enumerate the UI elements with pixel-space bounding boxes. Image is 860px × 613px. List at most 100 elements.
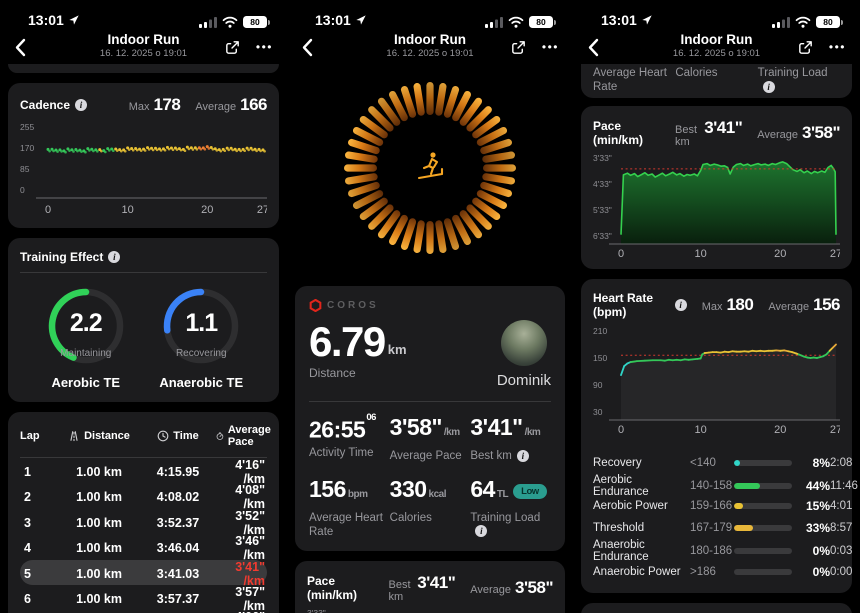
zone-percent: 8%	[812, 455, 830, 470]
lap-number: 2	[24, 490, 31, 505]
zone-bar	[734, 568, 792, 575]
zone-row: Recovery <140 8% 2:08	[593, 452, 852, 474]
lap-row-2[interactable]: 2 1.00 km 4:08.02 4'08" /km	[20, 483, 267, 511]
summary-card-partial: Average Heart Rate Calories Training Loa…	[581, 64, 852, 98]
user-block: Dominik	[497, 320, 551, 389]
info-icon[interactable]: i	[75, 99, 88, 111]
info-icon[interactable]: i	[674, 299, 687, 311]
battery-icon: 80	[816, 16, 843, 28]
stat: 3'41"/km Best km i	[470, 415, 551, 463]
info-icon[interactable]: i	[516, 450, 529, 462]
best-km-label: Best km	[674, 124, 697, 148]
lap-distance: 1.00 km	[76, 515, 122, 530]
svg-text:10: 10	[122, 204, 134, 216]
back-button[interactable]	[14, 38, 26, 57]
zone-row: Aerobic Endurance 140-158 44% 11:46	[593, 474, 858, 498]
zone-percent: 44%	[805, 478, 830, 493]
svg-text:210: 210	[593, 326, 607, 336]
distance-column-header: Distance	[84, 430, 130, 442]
lap-row-5[interactable]: 5 1.00 km 3:41.03 3'41" /km	[20, 559, 267, 588]
svg-text:3'33": 3'33"	[593, 153, 612, 163]
lap-number: 6	[24, 591, 31, 606]
heart-rate-zones: Recovery <140 8% 2:08 Aerobic Endurance 140-1…	[593, 452, 858, 583]
page-title: Indoor Run	[394, 32, 466, 47]
location-arrow-icon	[356, 15, 366, 25]
summary-card: COROS 6.79 km Distance Dominik 26:5506 Ac…	[295, 286, 565, 551]
lap-time: 3:52.37	[156, 515, 200, 530]
zone-bar	[734, 548, 792, 555]
lap-distance: 1.00 km	[76, 591, 122, 606]
phone-screen-3: 13:01 80 Indoor Run 16. 12. 2025 o 19:01…	[573, 0, 860, 613]
battery-percent: 80	[250, 17, 260, 27]
zone-range: 159-166	[690, 500, 733, 513]
zone-bar	[734, 503, 792, 510]
status-bar: 13:01 80	[287, 0, 573, 30]
stat-value: 3'41"/km	[470, 414, 541, 440]
lap-row-3[interactable]: 3 1.00 km 3:52.37 3'52" /km	[20, 509, 267, 537]
cellular-signal-icon	[199, 16, 217, 28]
pace-column-header: Average Pace	[227, 424, 271, 448]
zone-time: 0:00	[830, 565, 853, 578]
treadmill-runner-icon	[417, 152, 444, 180]
info-icon[interactable]: i	[475, 525, 488, 537]
svg-text:170: 170	[20, 143, 34, 153]
svg-text:30: 30	[593, 407, 603, 417]
lap-distance: 1.00 km	[76, 566, 122, 581]
previous-card-sliver	[8, 64, 279, 73]
svg-text:20: 20	[774, 248, 786, 260]
svg-text:5'33": 5'33"	[593, 205, 612, 215]
share-icon[interactable]	[510, 39, 527, 56]
time-icon	[157, 430, 169, 442]
stat-label: Best km i	[470, 449, 550, 463]
more-options-button[interactable]: •••	[828, 40, 846, 54]
stat-value: 156 bpm	[309, 476, 368, 502]
battery-icon: 80	[529, 16, 556, 28]
lap-distance: 1.00 km	[76, 465, 122, 479]
stat-label: Activity Time	[309, 446, 374, 459]
back-button[interactable]	[587, 38, 599, 57]
lap-time: 3:41.03	[156, 566, 200, 581]
more-options-button[interactable]: •••	[541, 40, 559, 54]
status-icons: 80	[485, 16, 556, 28]
avatar[interactable]	[500, 320, 547, 366]
lap-number: 3	[24, 515, 31, 530]
zone-percent: 0%	[812, 544, 830, 559]
heart-rate-title: Heart Rate (bpm)	[593, 291, 654, 319]
lap-row-4[interactable]: 4 1.00 km 3:46.04 3'46" /km	[20, 534, 267, 562]
activity-datetime: 16. 12. 2025 o 19:01	[672, 48, 761, 59]
cadence-card: Cadence i Max 178 Average 166 255 170 85 0 0 10…	[8, 83, 279, 228]
share-icon[interactable]	[224, 39, 241, 56]
more-options-button[interactable]: •••	[255, 40, 273, 54]
svg-text:255: 255	[20, 122, 34, 132]
cadence-chart: 255 170 85 0 0 10 20 27	[20, 122, 269, 216]
anaerobic-te-name: Anaerobic TE	[159, 375, 244, 390]
stat-value: 64 TL Low	[470, 477, 551, 507]
zone-name: Anaerobic Power	[593, 565, 681, 578]
anaerobic-te-state: Recovering	[175, 348, 227, 359]
lap-row-1[interactable]: 1 1.00 km 4:15.95 4'16" /km	[20, 458, 267, 486]
zone-time: 4:01	[830, 500, 853, 513]
lap-time: 3:46.04	[156, 541, 200, 556]
info-icon[interactable]: i	[762, 81, 775, 93]
aerobic-te-state: Maintaining	[60, 348, 112, 359]
pace-icon	[216, 432, 224, 440]
lap-row-6[interactable]: 6 1.00 km 3:57.37 3'57" /km	[20, 584, 267, 613]
svg-text:4'33": 4'33"	[593, 179, 612, 189]
aerobic-te-value: 2.2	[69, 309, 103, 337]
pace-chart: 3'33" 4'33" 5'33" 6'33" 0 10 20 27	[593, 153, 842, 260]
stat: 64 TL Low Training Load i	[470, 477, 551, 539]
avg-label: Average	[757, 129, 799, 141]
activity-medal	[287, 64, 573, 272]
stat-label: Training Load i	[470, 512, 541, 537]
back-button[interactable]	[301, 38, 313, 57]
lap-row-7[interactable]: 70.79 km3:14.284'06" /km	[20, 610, 267, 613]
status-bar: 13:01 80	[0, 0, 287, 30]
info-icon[interactable]: i	[108, 251, 121, 263]
zone-time: 0:03	[830, 545, 853, 558]
lap-pace: 4'16" /km	[235, 458, 265, 486]
zone-time: 8:57	[830, 522, 853, 535]
page-title: Indoor Run	[680, 32, 753, 47]
lap-pace: 3'57" /km	[235, 584, 265, 613]
share-icon[interactable]	[797, 39, 814, 56]
